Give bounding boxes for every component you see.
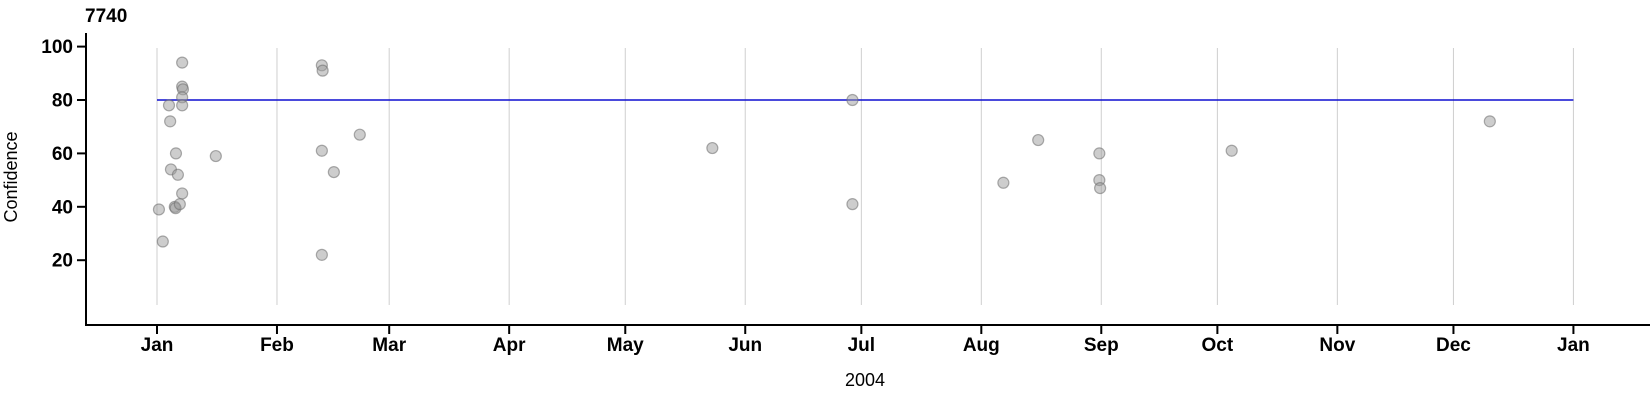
x-axis-label: 2004 <box>845 370 885 390</box>
x-tick-label: Nov <box>1319 335 1355 356</box>
data-point <box>171 168 184 181</box>
data-point <box>316 64 329 77</box>
x-tick-label: Jul <box>848 335 875 356</box>
y-tick-label: 40 <box>52 197 73 218</box>
y-tick-label: 80 <box>52 91 73 112</box>
data-point <box>1483 115 1496 128</box>
data-point <box>1093 147 1106 160</box>
data-point <box>176 187 189 200</box>
data-point <box>353 128 366 141</box>
data-point <box>1032 133 1045 147</box>
month-gridlines <box>156 48 1574 305</box>
x-tick-label: Oct <box>1202 335 1234 356</box>
data-point <box>176 99 189 112</box>
data-point <box>1094 182 1107 195</box>
x-tick-label: Jun <box>728 335 762 356</box>
x-tick-label: Jan <box>141 335 174 356</box>
x-tick-label: Jan <box>1557 335 1590 356</box>
x-tick-label: Mar <box>372 335 406 356</box>
data-point <box>1225 144 1238 157</box>
axes <box>77 33 1650 334</box>
tick-labels: 20 40 60 80 100 Jan Feb Mar Apr May Jun Jul Aug Sep Oc… <box>41 37 1589 356</box>
data-point <box>327 165 340 179</box>
x-tick-label: Aug <box>963 335 1000 356</box>
y-axis-label: Confidence <box>1 131 21 222</box>
x-tick-label: May <box>607 335 644 356</box>
data-point <box>209 149 222 163</box>
data-points <box>152 56 1496 261</box>
data-point <box>846 198 859 211</box>
x-tick-label: Dec <box>1436 335 1471 356</box>
data-point <box>169 147 183 160</box>
x-tick-label: Feb <box>260 335 294 356</box>
data-point <box>164 115 177 128</box>
data-point <box>156 235 169 248</box>
x-tick-label: Apr <box>493 335 526 356</box>
data-point <box>315 248 328 261</box>
y-tick-label: 100 <box>41 37 73 58</box>
data-point <box>997 176 1010 189</box>
data-point <box>152 203 166 216</box>
x-tick-label: Sep <box>1084 335 1119 356</box>
data-point <box>315 144 328 157</box>
data-point <box>706 141 719 155</box>
data-point <box>176 56 189 69</box>
chart-title: 7740 <box>85 6 127 27</box>
y-tick-label: 60 <box>52 144 73 165</box>
data-point <box>173 198 186 211</box>
data-point <box>846 93 859 107</box>
data-point <box>162 99 176 112</box>
y-tick-label: 20 <box>52 251 73 272</box>
